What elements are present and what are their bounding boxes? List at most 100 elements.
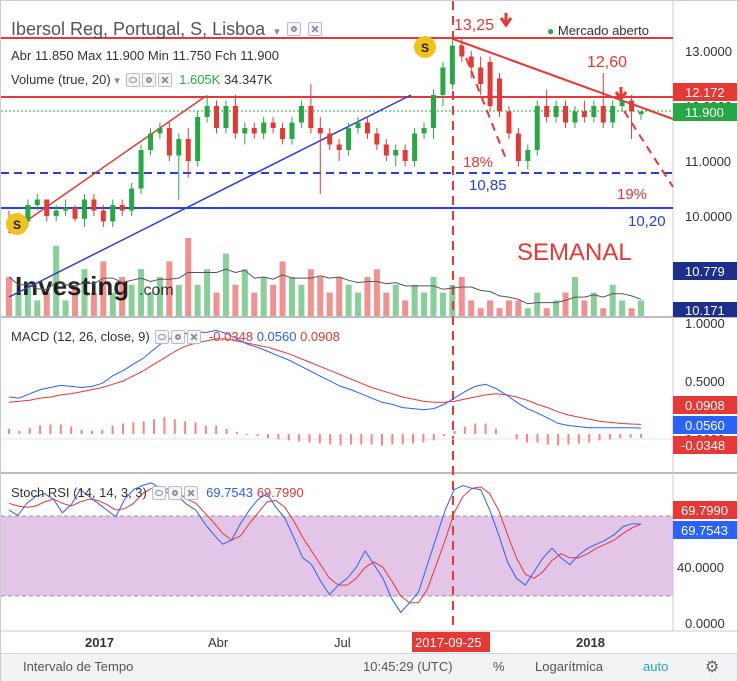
volume-bar [562, 292, 569, 316]
volume-bar [307, 269, 314, 316]
volume-bar [553, 300, 560, 316]
symbol-title[interactable]: Ibersol Reg, Portugal, S, Lisboa ▾ [11, 19, 322, 40]
auto-toggle[interactable]: auto [643, 659, 669, 674]
volume-legend[interactable]: Volume (true, 20) ▾ 1.605K 34.347K [11, 72, 272, 88]
log-toggle[interactable]: Logarítmica [535, 659, 603, 674]
candle-body [129, 188, 135, 211]
close-icon[interactable] [307, 22, 322, 37]
candle-body [289, 122, 295, 139]
volume-bar [241, 269, 248, 316]
channel-upper-line[interactable] [8, 95, 207, 234]
gear-icon[interactable] [286, 22, 301, 37]
volume-bar [496, 308, 503, 316]
projection-19pct[interactable] [623, 110, 674, 188]
stoch-tick: 0.0000 [685, 616, 725, 631]
candle-body [280, 128, 286, 139]
volume-bar [411, 284, 418, 316]
candle-body [242, 128, 248, 134]
badge-bg [673, 302, 737, 317]
axis-ticks: 13.0000 12.0000 11.0000 10.0000 1.0000 0… [677, 44, 732, 631]
candle-body [393, 150, 399, 156]
time-label: Jul [334, 635, 351, 650]
volume-bar [81, 269, 88, 316]
volume-bar [383, 292, 390, 316]
gear-icon[interactable]: ⚙ [705, 659, 720, 676]
projection-18pct[interactable] [460, 44, 507, 160]
eye-icon[interactable] [125, 72, 140, 87]
close-icon[interactable] [184, 485, 199, 500]
volume-bar [458, 277, 465, 316]
volume-bar [24, 284, 31, 316]
downtrend-line[interactable] [452, 38, 674, 120]
close-icon[interactable] [157, 72, 172, 87]
volume-bar [232, 284, 239, 316]
volume-bar [449, 284, 456, 316]
annotations: 13,25 12,60 18% 19% 10,85 10,20 SEMANAL … [6, 13, 666, 266]
date-marker-badge [412, 632, 490, 652]
stoch-d-line [8, 486, 642, 604]
split-marker-icon[interactable] [414, 36, 436, 58]
time-label-marker: 2017-09-25 [415, 635, 482, 650]
candle-body [468, 56, 474, 68]
price-tick: 13.0000 [685, 44, 732, 59]
chart-canvas[interactable]: Investing .com 13,25 12,60 18% 19 [1, 1, 737, 653]
candle-body [327, 133, 333, 145]
badge-12172: 12.172 [685, 85, 725, 100]
macd-line [8, 329, 642, 429]
candle-body [421, 128, 427, 134]
ohlc-value: 11.750 [172, 48, 212, 63]
percent-toggle[interactable]: % [493, 659, 505, 674]
volume-bar [364, 277, 371, 316]
candle-body [214, 106, 220, 128]
channel-lower-line[interactable] [8, 94, 412, 298]
candle-body [195, 117, 201, 161]
candle-body [270, 122, 276, 128]
candle-body [232, 106, 238, 134]
gear-icon[interactable] [171, 329, 186, 344]
macd-legend[interactable]: MACD (12, 26, close, 9) -0.0348 0.0560 0… [11, 329, 340, 345]
gear-icon[interactable] [168, 485, 183, 500]
macd-tick: 0.5000 [685, 374, 725, 389]
volume-bar [34, 300, 41, 316]
eye-icon[interactable] [152, 485, 167, 500]
label-13-25: 13,25 [454, 17, 494, 34]
volume-bar [619, 300, 626, 316]
candle-body [487, 62, 493, 106]
stoch-legend[interactable]: Stoch RSI (14, 14, 3, 3) 69.7543 69.7990 [11, 485, 304, 501]
volume-bar [439, 292, 446, 316]
close-icon[interactable] [187, 329, 202, 344]
macd-label: MACD (12, 26, close, 9) [11, 329, 150, 344]
candle-body [449, 45, 455, 84]
candle-body [497, 78, 503, 112]
volume-bar [128, 284, 135, 316]
badge-macd-signal: 0.0908 [685, 398, 725, 413]
label-19pct: 19% [617, 186, 647, 203]
interval-button[interactable]: Intervalo de Tempo [23, 659, 134, 674]
volume-value-2: 34.347K [223, 72, 273, 87]
eye-icon[interactable] [155, 329, 170, 344]
candle-body [119, 205, 125, 211]
stoch-value-d: 69.7990 [256, 485, 304, 500]
gear-icon[interactable] [141, 72, 156, 87]
volume-bar [524, 308, 531, 316]
label-18pct: 18% [463, 154, 493, 171]
chevron-down-icon[interactable]: ▾ [274, 26, 280, 38]
split-marker-icon[interactable] [6, 213, 28, 235]
chevron-down-icon[interactable]: ▾ [114, 75, 120, 87]
candle-body [166, 128, 172, 156]
candle-body [110, 205, 116, 222]
volume-ma-polyline [8, 268, 642, 305]
candle-body [336, 144, 342, 150]
investing-watermark: Investing .com [15, 271, 174, 301]
volume-bar [336, 277, 343, 316]
macd-histogram [8, 417, 642, 446]
candle-body [525, 150, 531, 161]
badge-11900: 11.900 [685, 105, 724, 120]
volume-bar [600, 308, 607, 316]
volume-bar [421, 292, 428, 316]
candle-body [176, 139, 182, 156]
down-arrow-icon [614, 87, 628, 102]
volume-bar [355, 292, 362, 316]
label-10-20: 10,20 [628, 213, 666, 230]
volume-bar [638, 300, 644, 316]
